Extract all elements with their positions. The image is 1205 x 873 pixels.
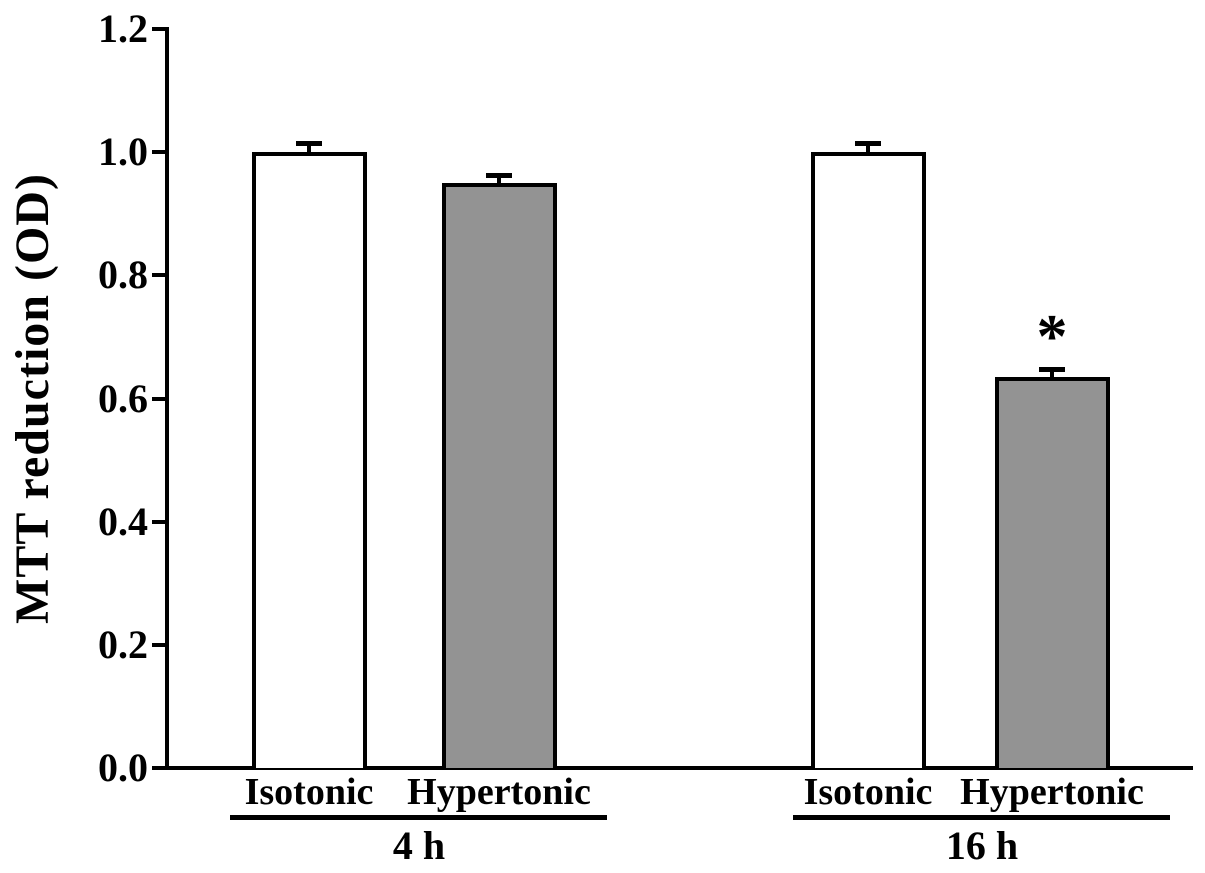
y-axis-tick	[152, 643, 165, 647]
bar-isotonic-16h	[811, 152, 926, 768]
bar-hypertonic-4h	[442, 183, 557, 768]
bar-hypertonic-16h	[995, 377, 1110, 768]
error-bar-cap-isotonic-16h	[855, 141, 881, 146]
y-axis-line	[165, 27, 169, 770]
group-underline-16h	[793, 815, 1170, 820]
y-axis-tick	[152, 520, 165, 524]
bar-isotonic-4h	[252, 152, 367, 768]
y-axis-tick-label: 0.4	[98, 499, 148, 544]
condition-label-hypertonic-4h: Hypertonic	[407, 771, 591, 813]
condition-label-isotonic-16h: Isotonic	[803, 771, 933, 813]
y-axis-tick	[152, 150, 165, 154]
y-axis-tick	[152, 273, 165, 277]
error-bar-stem-isotonic-4h	[307, 145, 311, 152]
y-axis-tick-label: 0.8	[98, 252, 148, 297]
condition-label-isotonic-4h: Isotonic	[244, 771, 374, 813]
y-axis-tick-label: 0.2	[98, 622, 148, 667]
error-bar-stem-isotonic-16h	[866, 145, 870, 152]
y-axis-tick	[152, 766, 165, 770]
error-bar-stem-hypertonic-16h	[1050, 371, 1054, 377]
y-axis-tick	[152, 397, 165, 401]
condition-label-hypertonic-16h: Hypertonic	[960, 771, 1144, 813]
y-axis-tick-label: 1.0	[98, 129, 148, 174]
y-axis-tick-label: 0.6	[98, 376, 148, 421]
error-bar-cap-isotonic-4h	[296, 141, 322, 146]
error-bar-stem-hypertonic-4h	[497, 177, 501, 183]
y-axis-tick-label: 0.0	[98, 745, 148, 790]
error-bar-cap-hypertonic-16h	[1039, 367, 1065, 372]
error-bar-cap-hypertonic-4h	[486, 173, 512, 178]
y-axis-tick-label: 1.2	[98, 6, 148, 51]
x-axis-line	[165, 766, 1193, 770]
y-axis-tick	[152, 27, 165, 31]
group-time-label-16h: 16 h	[945, 823, 1019, 868]
group-underline-4h	[230, 815, 607, 820]
significance-asterisk-hypertonic-16h: *	[1036, 303, 1068, 371]
group-time-label-4h: 4 h	[392, 823, 446, 868]
